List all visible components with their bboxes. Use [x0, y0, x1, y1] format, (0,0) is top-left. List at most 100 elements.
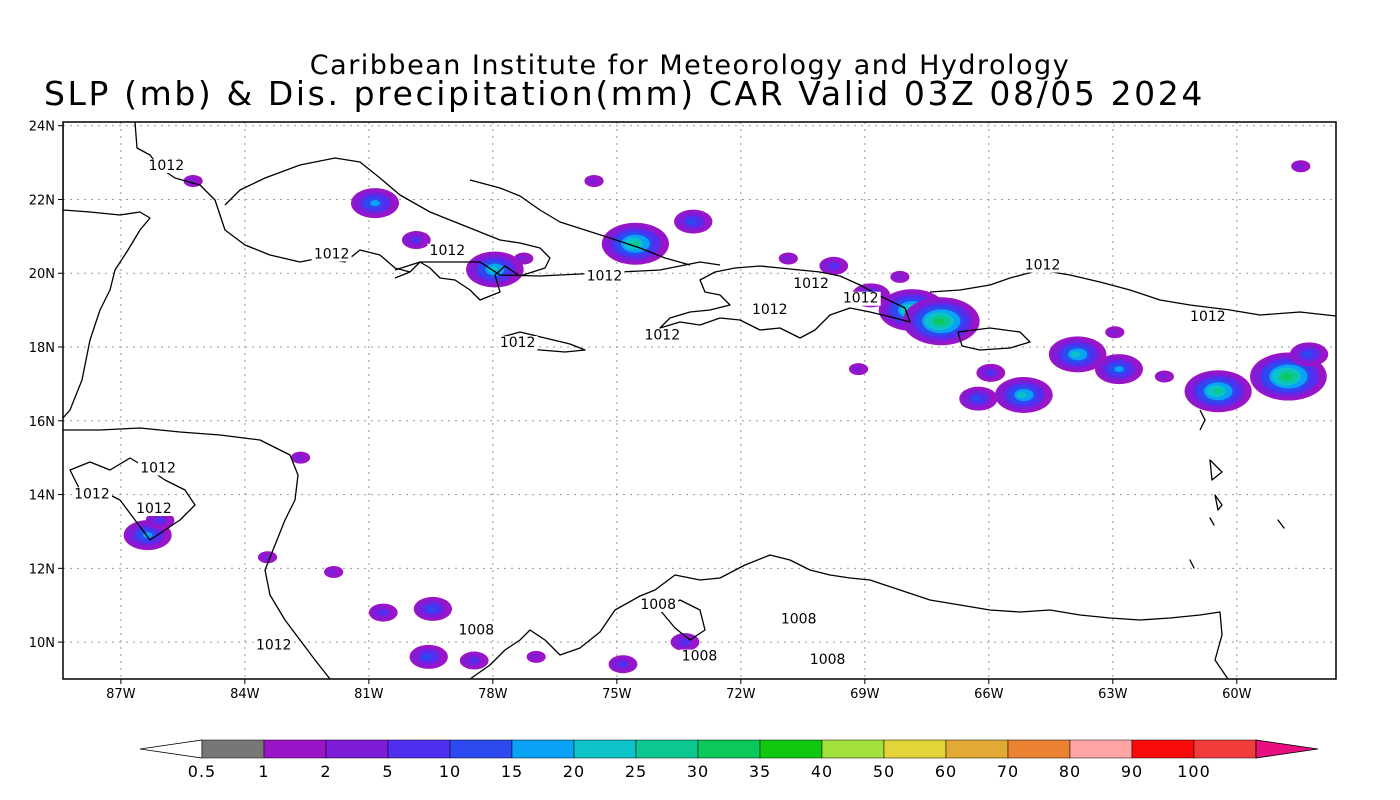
- isobar-label: 1008: [458, 623, 494, 639]
- colorbar-label: 30: [687, 762, 709, 781]
- lat-tick-label: 12N: [29, 562, 55, 577]
- isobar-label: 1012: [752, 302, 788, 318]
- isobar-label: 1012: [587, 269, 623, 285]
- isobar-label: 1008: [781, 612, 817, 628]
- isobar-labels: 1012 1012 1012 1012 1012 1012 1012 1012 1012 1012…: [71, 158, 1228, 668]
- isobar-label-bg: [146, 158, 187, 173]
- isobar-label: 1012: [136, 501, 172, 517]
- lat-lon-grid: [63, 122, 1336, 679]
- precip-cell: [584, 175, 604, 188]
- colorbar-label: 70: [997, 762, 1019, 781]
- coastline-lesser-antilles: [1189, 409, 1285, 569]
- lon-tick-label: 69W: [850, 687, 880, 702]
- coastline-bahamas: [469, 179, 691, 266]
- lon-tick-label: 66W: [974, 687, 1004, 702]
- colorbar-label: 35: [749, 762, 771, 781]
- isobar-label-bg: [791, 276, 832, 291]
- isobar-label-bg: [1187, 310, 1228, 325]
- colorbar-segment: [697, 739, 761, 759]
- isobar-label-bg: [679, 649, 720, 664]
- colorbar-label: 50: [873, 762, 895, 781]
- colorbar-segment: [325, 739, 389, 759]
- lat-tick-label: 16N: [29, 415, 55, 430]
- isobar-label: 1012: [500, 335, 536, 351]
- map-title-product: SLP (mb) & Dis. precipitation(mm) CAR Va…: [44, 74, 1205, 113]
- colorbar-label: 20: [563, 762, 585, 781]
- precip-cell: [890, 270, 910, 283]
- precip-cell: [123, 520, 172, 551]
- precip-cell: [778, 252, 798, 265]
- lon-tick-label: 63W: [1098, 687, 1128, 702]
- precip-cell: [350, 188, 399, 219]
- coastline-panama-colombia: [469, 554, 1229, 679]
- colorbar-segment: [511, 739, 575, 759]
- colorbar-label: 25: [625, 762, 647, 781]
- precip-cell: [608, 655, 638, 674]
- precip-cell: [674, 209, 713, 234]
- isobar-label-bg: [778, 612, 819, 627]
- isobar-label-bg: [497, 336, 538, 351]
- colorbar-label: 100: [1177, 762, 1211, 781]
- colorbar-segment: [1193, 739, 1257, 759]
- isobar-label-bg: [427, 243, 468, 258]
- precip-cell: [670, 633, 700, 652]
- colorbar-label: 1: [258, 762, 269, 781]
- precip-cell: [995, 376, 1053, 413]
- isobar-label-bg: [133, 502, 174, 517]
- precip-cell: [413, 596, 453, 621]
- precip-cell: [1291, 160, 1311, 173]
- colorbar-label: 40: [811, 762, 833, 781]
- lat-tick-label: 18N: [29, 341, 55, 356]
- precip-cell: [409, 644, 448, 669]
- colorbar-label: 60: [935, 762, 957, 781]
- colorbar-label: 80: [1059, 762, 1081, 781]
- colorbar-segment: [635, 739, 699, 759]
- colorbar-segment: [759, 739, 823, 759]
- isobar-1012-north: [929, 269, 1336, 317]
- lon-tick-label: 75W: [602, 687, 632, 702]
- lon-tick-label: 78W: [478, 687, 508, 702]
- precipitation-layer: [123, 160, 1329, 674]
- colorbar-segment: [945, 739, 1009, 759]
- precip-cell: [1184, 370, 1252, 413]
- lat-tick-label: 14N: [29, 489, 55, 504]
- map-title-institute: Caribbean Institute for Meteorology and …: [309, 50, 1071, 81]
- isobar-label-bg: [642, 328, 683, 343]
- colorbar-segment: [821, 739, 885, 759]
- isobar-label: 1012: [74, 486, 110, 502]
- isobar-label: 1012: [1190, 309, 1226, 325]
- lat-tick-label: 10N: [29, 636, 55, 651]
- isobar-label-bg: [807, 653, 848, 668]
- isobar-label: 1008: [810, 652, 846, 668]
- coastline-hispaniola: [659, 265, 911, 339]
- colorbar-segment: [883, 739, 947, 759]
- coastline-cuba: [224, 157, 551, 301]
- coastline-central-america: [63, 122, 331, 679]
- precip-cell: [526, 650, 546, 663]
- precip-colorbar: 0.5 1 2 5 10 15 20 25 30 35 40 50 60 70 80 90 100: [139, 739, 1319, 781]
- axis-labels: 87W 84W 81W 78W 75W 72W 69W 66W 63W 60W 24N 22N 20N 1…: [29, 120, 1252, 702]
- colorbar-label: 5: [382, 762, 393, 781]
- precip-cell: [959, 386, 998, 411]
- lat-tick-label: 24N: [29, 120, 55, 135]
- coastlines: [63, 122, 1336, 679]
- isobar-label: 1012: [793, 276, 829, 292]
- colorbar-segment: [449, 739, 513, 759]
- isobar-label-bg: [456, 623, 497, 638]
- isobar-label-bg: [584, 269, 625, 284]
- colorbar-label: 0.5: [188, 762, 216, 781]
- precip-cell: [1048, 336, 1107, 373]
- lon-tick-label: 72W: [726, 687, 756, 702]
- isobar-label-bg: [138, 461, 179, 476]
- isobar-label: 1012: [644, 328, 680, 344]
- precip-cell: [1289, 342, 1329, 367]
- colorbar-segment: [387, 739, 451, 759]
- precip-cell: [368, 603, 398, 622]
- precip-cell: [401, 231, 431, 250]
- isobar-label: 1012: [256, 637, 292, 653]
- map-frame: [62, 121, 1337, 680]
- isobar-label: 1008: [682, 649, 718, 665]
- isobar-label-bg: [71, 487, 112, 502]
- isobar-label: 1012: [430, 243, 466, 259]
